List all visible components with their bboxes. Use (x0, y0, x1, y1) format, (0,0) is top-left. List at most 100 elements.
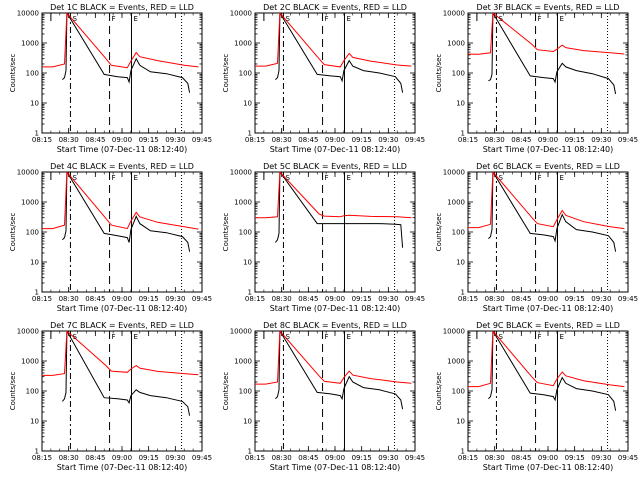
x-tick-label: 09:30 (378, 136, 398, 144)
y-axis-label: Counts/sec (9, 54, 17, 93)
y-tick-label: 1000 (21, 199, 39, 207)
panel-title: Det 9C BLACK = Events, RED = LLD (476, 321, 620, 330)
events-series-line (62, 13, 191, 93)
detector-panel: 1 10 100 1000 10000 08:15 08:30 08:45 09:00 09:15… (222, 321, 425, 472)
lld-series-line (255, 331, 412, 385)
y-tick-label: 1 (248, 448, 252, 456)
time-marker-label: E (133, 174, 137, 182)
y-axis-label: Counts/sec (9, 372, 17, 411)
y-axis-label: Counts/sec (435, 213, 443, 252)
y-tick-label: 10 (456, 418, 465, 426)
x-axis-label: Start Time (07-Dec-11 08:12:40) (57, 304, 188, 313)
x-tick-label: 08:15 (32, 136, 52, 144)
time-marker-label: E (559, 333, 563, 341)
x-tick-label: 09:15 (352, 295, 372, 303)
events-series-line (488, 331, 617, 411)
x-tick-label: 09:45 (618, 295, 638, 303)
x-axis-label: Start Time (07-Dec-11 08:12:40) (270, 304, 401, 313)
x-tick-label: 09:15 (565, 454, 585, 462)
y-tick-label: 10000 (443, 10, 465, 18)
y-tick-label: 10000 (443, 328, 465, 336)
x-tick-label: 08:15 (458, 454, 478, 462)
time-marker-label: E (346, 333, 350, 341)
time-marker-label: S (285, 174, 290, 182)
x-tick-label: 08:45 (298, 136, 318, 144)
y-tick-label: 1 (35, 289, 39, 297)
x-tick-label: 09:45 (192, 136, 212, 144)
y-tick-label: 10000 (443, 169, 465, 177)
lld-series-line (42, 331, 199, 376)
events-series-line (275, 331, 404, 410)
y-tick-label: 10000 (17, 328, 39, 336)
x-tick-label: 08:30 (272, 295, 292, 303)
y-tick-label: 1 (461, 289, 465, 297)
time-marker-label: S (498, 15, 503, 23)
time-marker-label: E (346, 174, 350, 182)
time-marker-label: E (559, 15, 563, 23)
y-tick-label: 10 (30, 259, 39, 267)
x-tick-label: 08:15 (245, 136, 265, 144)
y-tick-label: 10000 (17, 169, 39, 177)
x-tick-label: 09:15 (565, 295, 585, 303)
y-tick-label: 1000 (21, 358, 39, 366)
y-tick-label: 1000 (234, 199, 252, 207)
y-tick-label: 1000 (234, 40, 252, 48)
x-tick-label: 09:00 (325, 136, 345, 144)
x-axis-label: Start Time (07-Dec-11 08:12:40) (57, 145, 188, 154)
detector-panel: 1 10 100 1000 10000 08:15 08:30 08:45 09:00 09:15… (9, 162, 212, 313)
x-tick-label: 09:15 (352, 136, 372, 144)
x-tick-label: 09:00 (112, 454, 132, 462)
y-tick-label: 100 (239, 70, 252, 78)
x-tick-label: 09:45 (192, 295, 212, 303)
x-tick-label: 09:30 (165, 136, 185, 144)
y-tick-label: 100 (239, 229, 252, 237)
lld-series-line (42, 13, 199, 69)
time-marker-label: E (346, 15, 350, 23)
events-series-line (488, 172, 617, 252)
y-tick-label: 1 (248, 289, 252, 297)
y-tick-label: 1 (461, 130, 465, 138)
y-tick-label: 10000 (17, 10, 39, 18)
x-tick-label: 09:45 (192, 454, 212, 462)
detector-panel: 1 10 100 1000 10000 08:15 08:30 08:45 09:00 09:15… (222, 3, 425, 154)
y-tick-label: 100 (452, 70, 465, 78)
x-tick-label: 09:15 (139, 136, 159, 144)
y-axis-label: Counts/sec (222, 54, 230, 93)
x-tick-label: 09:00 (112, 295, 132, 303)
detector-panel: 1 10 100 1000 10000 08:15 08:30 08:45 09:00 09:15… (435, 321, 638, 472)
x-tick-label: 09:30 (165, 295, 185, 303)
y-tick-label: 10000 (230, 328, 252, 336)
x-tick-label: 08:30 (485, 454, 505, 462)
lld-series-line (468, 331, 625, 388)
events-series-line (275, 13, 404, 93)
y-tick-label: 1 (461, 448, 465, 456)
y-tick-label: 10 (243, 418, 252, 426)
events-series-line (275, 172, 404, 248)
time-marker-label: F (325, 174, 329, 182)
x-axis-label: Start Time (07-Dec-11 08:12:40) (270, 145, 401, 154)
time-marker-label: S (72, 333, 77, 341)
x-tick-label: 09:15 (352, 454, 372, 462)
y-tick-label: 1 (35, 130, 39, 138)
lld-series-line (468, 13, 625, 55)
y-tick-label: 100 (26, 70, 39, 78)
time-marker-label: S (498, 333, 503, 341)
y-tick-label: 1000 (447, 199, 465, 207)
panel-title: Det 4C BLACK = Events, RED = LLD (50, 162, 194, 171)
x-tick-label: 08:15 (245, 454, 265, 462)
time-marker-label: S (72, 174, 77, 182)
panel-title: Det 3F BLACK = Events, RED = LLD (477, 3, 620, 12)
y-tick-label: 1 (248, 130, 252, 138)
x-tick-label: 08:30 (59, 295, 79, 303)
time-marker-label: F (538, 15, 542, 23)
events-series-line (488, 13, 617, 95)
lld-series-line (255, 13, 412, 68)
y-tick-label: 1000 (447, 358, 465, 366)
x-tick-label: 08:15 (32, 295, 52, 303)
detector-panel: 1 10 100 1000 10000 08:15 08:30 08:45 09:00 09:15… (222, 162, 425, 313)
x-tick-label: 08:30 (272, 136, 292, 144)
y-axis-label: Counts/sec (9, 213, 17, 252)
x-tick-label: 09:45 (405, 136, 425, 144)
x-tick-label: 09:00 (538, 454, 558, 462)
y-tick-label: 100 (452, 388, 465, 396)
